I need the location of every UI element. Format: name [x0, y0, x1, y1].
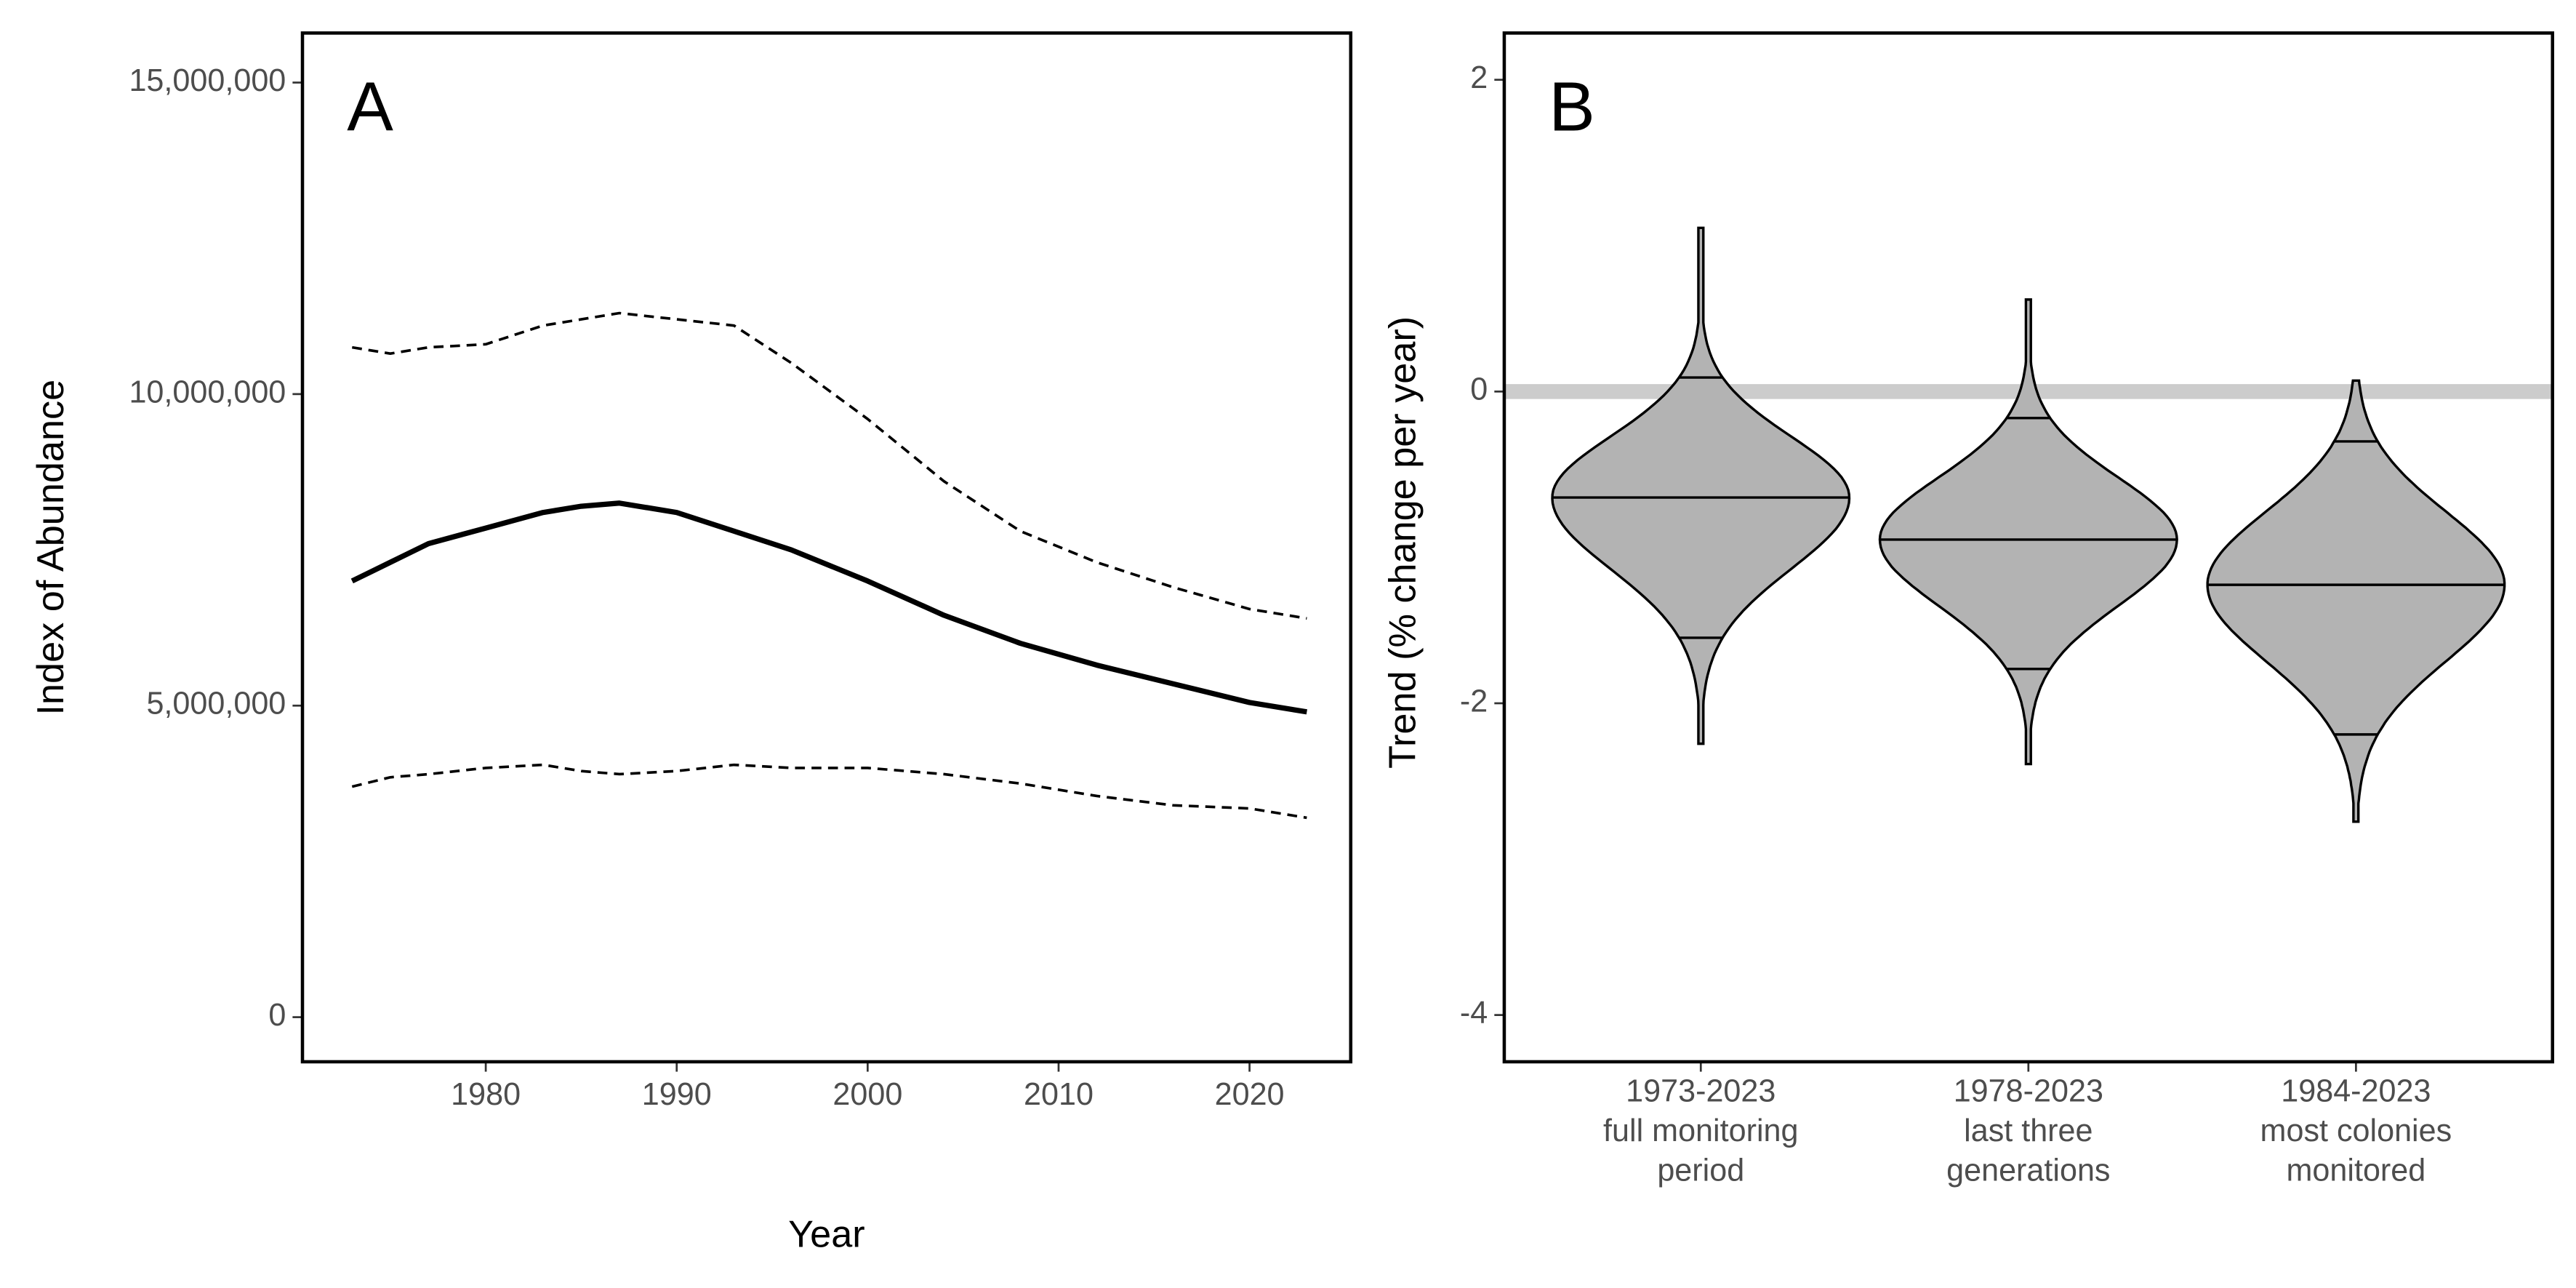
y-tick-label: 15,000,000	[129, 63, 286, 98]
panel-label: B	[1549, 69, 1595, 146]
y-tick-label: -2	[1460, 684, 1488, 719]
x-tick-label: 2020	[1215, 1077, 1285, 1112]
x-tick-label: generations	[1946, 1153, 2110, 1188]
series-line	[350, 500, 1307, 715]
violin-body	[1551, 226, 1851, 745]
series-line	[351, 763, 1307, 820]
x-tick-label: last three	[1964, 1113, 2093, 1148]
y-tick-label: 0	[1470, 372, 1488, 407]
x-tick-label: 2000	[832, 1077, 902, 1112]
panel-label: A	[347, 69, 393, 146]
y-tick-label: 5,000,000	[146, 687, 286, 721]
y-tick-label: 10,000,000	[129, 375, 286, 409]
x-tick-label: most colonies	[2260, 1113, 2452, 1148]
x-tick-label: period	[1657, 1153, 1744, 1188]
x-tick-label: monitored	[2286, 1153, 2425, 1188]
y-tick-label: 2	[1470, 60, 1488, 95]
y-tick-label: -4	[1460, 996, 1488, 1031]
violin-body	[2206, 379, 2506, 823]
y-axis-label: Trend (% change per year)	[1382, 316, 1424, 769]
x-tick-label: full monitoring	[1603, 1113, 1798, 1148]
x-tick-label: 1973-2023	[1626, 1073, 1775, 1108]
series-line	[351, 311, 1307, 620]
plot-border	[300, 31, 1353, 1064]
x-tick-label: 1990	[642, 1077, 712, 1112]
x-tick-label: 2010	[1024, 1077, 1094, 1112]
plot-border	[1502, 31, 2554, 1064]
x-tick-label: 1980	[451, 1077, 521, 1112]
y-axis-label: Index of Abundance	[30, 380, 72, 716]
violin-body	[1878, 298, 2178, 766]
y-tick-label: 0	[268, 998, 286, 1033]
x-tick-label: 1984-2023	[2281, 1073, 2431, 1108]
x-tick-label: 1978-2023	[1954, 1073, 2103, 1108]
x-axis-label: Year	[788, 1213, 865, 1255]
